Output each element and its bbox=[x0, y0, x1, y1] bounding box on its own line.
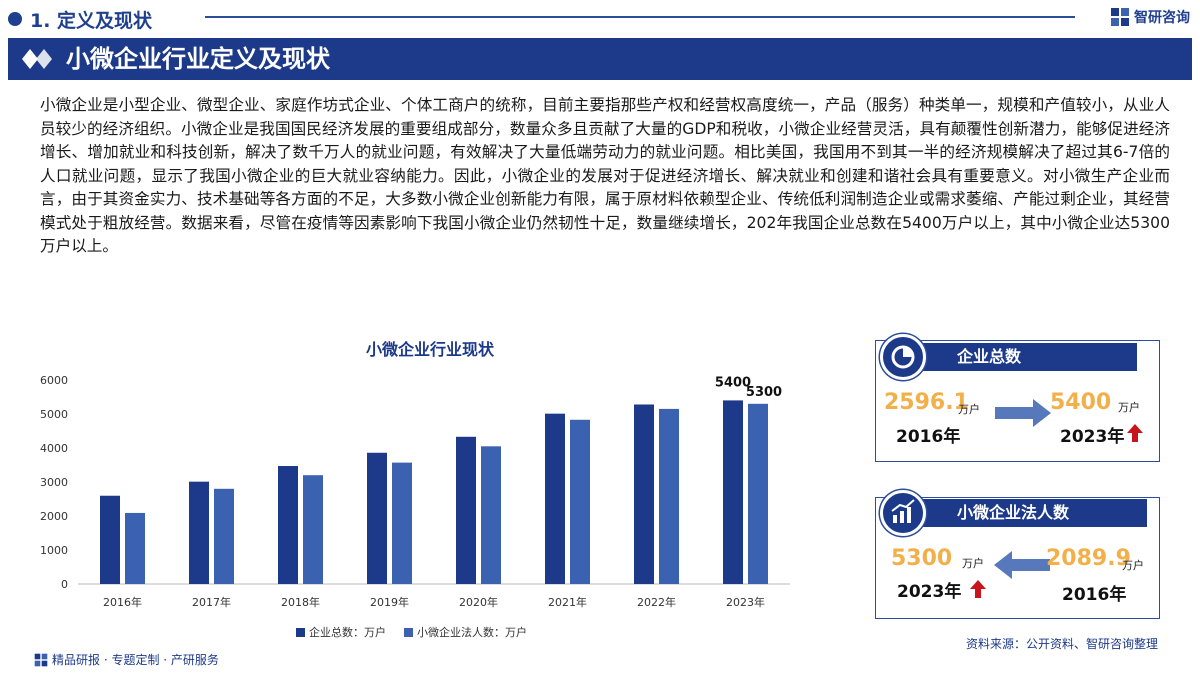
small-2023-unit: 万户 bbox=[962, 557, 984, 570]
total-2023-unit: 万户 bbox=[1118, 401, 1140, 414]
bar-small-4 bbox=[481, 446, 501, 584]
bar-total-0 bbox=[100, 495, 120, 584]
total-2016-value: 2596.1 bbox=[884, 390, 969, 415]
bar-small-5 bbox=[570, 419, 590, 584]
brand-icon bbox=[34, 653, 48, 666]
bar-total-4 bbox=[456, 436, 476, 584]
x-tick-label: 2019年 bbox=[370, 595, 409, 609]
small-2023-year: 2023年 bbox=[897, 582, 962, 602]
legend-label-small: 小微企业法人数：万户 bbox=[417, 626, 527, 639]
bar-small-6 bbox=[659, 408, 679, 584]
x-tick-label: 2016年 bbox=[103, 595, 142, 609]
bar-total-5 bbox=[545, 413, 565, 584]
up-arrow-icon bbox=[1127, 424, 1143, 442]
growth-chart-icon bbox=[880, 490, 926, 536]
brand-icon bbox=[1111, 8, 1129, 26]
total-2016-unit: 万户 bbox=[958, 403, 980, 416]
source-note: 资料来源：公开资料、智研咨询整理 bbox=[965, 637, 1158, 651]
legend-item-total: 企业总数：万户 bbox=[296, 624, 386, 640]
footer-tagline: 精品研报 · 专题定制 · 产研服务 bbox=[34, 651, 219, 668]
bar-small-3 bbox=[392, 462, 412, 584]
up-arrow-icon bbox=[970, 580, 986, 598]
pie-chart-icon bbox=[880, 334, 926, 380]
bar-small-7 bbox=[748, 403, 768, 584]
description-paragraph: 小微企业是小型企业、微型企业、家庭作坊式企业、个体工商户的统称，目前主要指那些产… bbox=[40, 96, 1170, 255]
bar-total-1 bbox=[189, 481, 209, 584]
bar-total-3 bbox=[367, 452, 387, 584]
bar-total-7 bbox=[723, 400, 743, 584]
legend-swatch-total bbox=[296, 627, 305, 637]
arrow-right-icon bbox=[995, 399, 1051, 427]
section-title: 1. 定义及现状 bbox=[30, 10, 153, 32]
title-banner bbox=[8, 38, 1192, 80]
x-tick-label: 2021年 bbox=[548, 595, 587, 609]
x-tick-label: 2022年 bbox=[637, 595, 676, 609]
y-tick-label: 5000 bbox=[40, 408, 68, 421]
y-tick-label: 4000 bbox=[40, 442, 68, 455]
small-2016-year: 2016年 bbox=[1062, 585, 1127, 605]
small-2016-value: 2089.9 bbox=[1046, 546, 1131, 571]
y-tick-label: 6000 bbox=[40, 374, 68, 387]
arrow-left-icon bbox=[994, 551, 1050, 579]
section-bullet bbox=[8, 12, 22, 26]
y-tick-label: 0 bbox=[61, 578, 68, 591]
bar-total-2 bbox=[278, 466, 298, 584]
bar-small-1 bbox=[214, 488, 234, 584]
footer-tagline-text: 精品研报 · 专题定制 · 产研服务 bbox=[52, 653, 219, 667]
bar-small-0 bbox=[125, 512, 145, 584]
y-tick-label: 1000 bbox=[40, 544, 68, 557]
data-label-small-2023: 5300 bbox=[746, 385, 782, 400]
legend-swatch-small bbox=[404, 627, 413, 637]
y-tick-label: 2000 bbox=[40, 510, 68, 523]
diamond-icon bbox=[22, 49, 52, 69]
brand-name: 智研咨询 bbox=[1134, 10, 1190, 26]
y-tick-label: 3000 bbox=[40, 476, 68, 489]
total-2023-value: 5400 bbox=[1050, 390, 1112, 415]
header-divider bbox=[205, 16, 1075, 18]
legend-label-total: 企业总数：万户 bbox=[309, 626, 386, 639]
data-label-total-2023: 5400 bbox=[715, 375, 751, 390]
card-total-header: 企业总数 bbox=[905, 343, 1137, 371]
card-small-header: 小微企业法人数 bbox=[905, 499, 1147, 527]
brand-logo: 智研咨询 bbox=[1110, 6, 1190, 28]
bar-small-2 bbox=[303, 475, 323, 584]
x-tick-label: 2020年 bbox=[459, 595, 498, 609]
legend-item-small: 小微企业法人数：万户 bbox=[404, 624, 527, 640]
total-2023-year: 2023年 bbox=[1060, 427, 1125, 447]
small-2016-unit: 万户 bbox=[1122, 559, 1144, 572]
bar-chart: 0 1000 2000 3000 4000 5000 6000 2016年 2017年 2018… bbox=[40, 374, 790, 609]
x-tick-label: 2018年 bbox=[281, 595, 320, 609]
chart-legend: 企业总数：万户 小微企业法人数：万户 bbox=[296, 624, 527, 640]
total-2016-year: 2016年 bbox=[896, 427, 961, 447]
x-tick-label: 2017年 bbox=[192, 595, 231, 609]
chart-title: 小微企业行业现状 bbox=[365, 340, 494, 359]
small-2023-value: 5300 bbox=[891, 546, 953, 571]
bar-total-6 bbox=[634, 404, 654, 584]
banner-title: 小微企业行业定义及现状 bbox=[66, 45, 330, 73]
x-tick-label: 2023年 bbox=[726, 595, 765, 609]
